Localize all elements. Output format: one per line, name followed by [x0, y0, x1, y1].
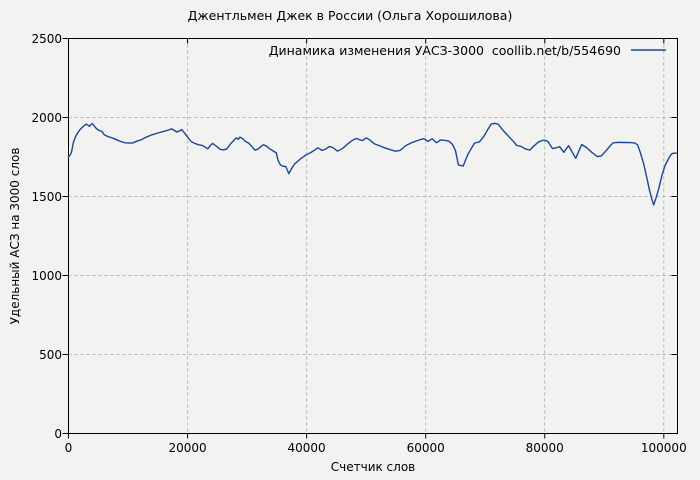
x-tick-label: 60000 [406, 441, 445, 455]
legend-line-sample [631, 49, 666, 51]
x-axis-label: Счетчик слов [330, 460, 416, 474]
y-tick-label: 1500 [31, 189, 62, 204]
y-tick-label: 2500 [31, 31, 62, 46]
x-tick-label: 80000 [525, 441, 564, 455]
chart-title: Джентльмен Джек в России (Ольга Хорошило… [187, 8, 513, 23]
y-tick-label: 0 [54, 426, 62, 441]
y-tick-label: 500 [39, 347, 62, 362]
legend-label: Динамика изменения УАСЗ-3000 coollib.net… [268, 42, 621, 58]
x-tick-label: 100000 [640, 441, 687, 455]
x-tick-label: 40000 [287, 441, 326, 455]
x-tick-label: 0 [64, 441, 73, 455]
y-axis-label: Удельный АСЗ на 3000 слов [8, 147, 22, 325]
y-tick-label: 1000 [31, 268, 62, 283]
x-tick-label: 20000 [168, 441, 207, 455]
legend: Динамика изменения УАСЗ-3000 coollib.net… [268, 42, 667, 58]
y-tick-label: 2000 [31, 110, 62, 125]
